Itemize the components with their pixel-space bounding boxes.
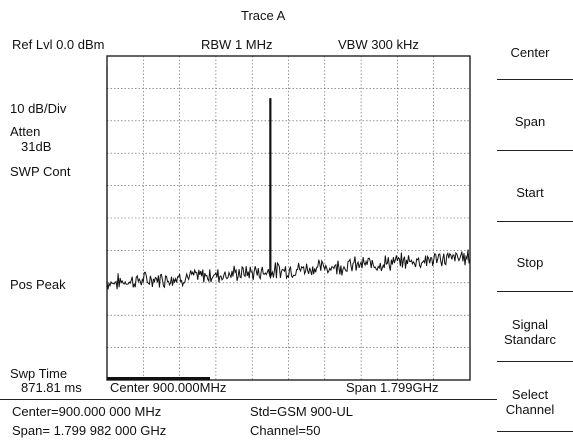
softkey-divider <box>497 291 573 292</box>
vbw-readout: VBW 300 kHz <box>338 37 419 52</box>
sweep-mode: SWP Cont <box>10 164 71 179</box>
status-center: Center=900.000 000 MHz <box>12 404 162 419</box>
atten-label: Atten <box>10 124 41 139</box>
signal-standard-line1: Signal <box>511 317 549 332</box>
stop-softkey[interactable]: Stop <box>487 255 573 270</box>
center-softkey-label: Center <box>510 45 550 60</box>
select-channel-softkey[interactable]: Select Channel <box>487 387 573 417</box>
signal-standard-line2: Standarc <box>503 332 557 347</box>
select-channel-line1: Select <box>511 387 549 402</box>
signal-standard-softkey[interactable]: Signal Standarc <box>487 317 573 347</box>
status-span: Span= 1.799 982 000 GHz <box>12 423 167 438</box>
rbw-readout: RBW 1 MHz <box>201 37 273 52</box>
atten-value: 31dB <box>21 139 52 154</box>
softkey-divider <box>497 150 573 151</box>
softkey-divider <box>497 79 573 80</box>
status-channel: Channel=50 <box>250 423 321 438</box>
swp-time-label: Swp Time <box>10 366 68 381</box>
trace-a-line <box>106 65 471 290</box>
stop-softkey-label: Stop <box>516 255 544 270</box>
scale-readout: 10 dB/Div <box>10 101 67 116</box>
softkey-divider <box>497 221 573 222</box>
center-frequency-readout: Center 900.000MHz <box>110 380 227 395</box>
swp-time-value: 871.81 ms <box>21 380 82 395</box>
status-standard: Std=GSM 900-UL <box>250 404 353 419</box>
span-softkey-label: Span <box>514 114 546 129</box>
trace-title: Trace A <box>241 8 286 23</box>
start-softkey[interactable]: Start <box>487 185 573 200</box>
softkey-divider <box>497 431 573 432</box>
center-softkey[interactable]: Center <box>487 45 573 60</box>
ref-level-readout: Ref Lvl 0.0 dBm <box>12 37 105 52</box>
graticule <box>107 56 470 380</box>
detector-mode: Pos Peak <box>10 277 66 292</box>
status-separator <box>0 399 497 400</box>
select-channel-line2: Channel <box>505 402 555 417</box>
start-softkey-label: Start <box>516 185 544 200</box>
span-readout: Span 1.799GHz <box>346 380 439 395</box>
span-softkey[interactable]: Span <box>487 114 573 129</box>
softkey-divider <box>497 361 573 362</box>
